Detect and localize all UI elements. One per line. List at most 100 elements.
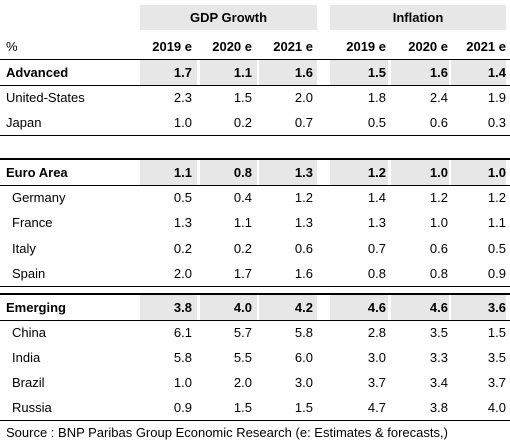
row-label: Advanced (6, 65, 69, 80)
table-cell: 0.9 (173, 400, 192, 415)
table-cell: 2.3 (173, 90, 192, 105)
table-row: United-States 2.3 1.5 2.0 1.8 2.4 1.9 (0, 85, 510, 110)
table-cell: 5.8 (173, 350, 192, 365)
table-cell: 0.7 (367, 241, 386, 256)
table-cell: 1.8 (367, 90, 386, 105)
table-cell: 6.0 (294, 350, 313, 365)
row-label: Germany (12, 190, 66, 205)
table-cell: 0.3 (487, 115, 506, 130)
table-cell: 3.0 (367, 350, 386, 365)
header-rule (0, 59, 510, 60)
table-cell: 3.8 (173, 300, 192, 315)
table-cell: 2.0 (294, 90, 313, 105)
table-cell: 1.3 (294, 215, 313, 230)
row-label: Brazil (12, 375, 45, 390)
table-cell: 3.5 (429, 325, 448, 340)
row-label: Emerging (6, 300, 66, 315)
table-cell: 3.5 (487, 350, 506, 365)
table-cell: 5.5 (233, 350, 252, 365)
table-cell: 0.5 (173, 190, 192, 205)
table-row-emerging: Emerging 3.8 4.0 4.2 4.6 4.6 3.6 (0, 295, 510, 320)
table-cell: 1.0 (429, 165, 448, 180)
row-label: Italy (12, 241, 36, 256)
table-cell: 4.7 (367, 400, 386, 415)
table-bottom-rule (0, 420, 510, 421)
table-cell: 1.5 (367, 65, 386, 80)
year-header: 2019 e (346, 39, 386, 54)
table-cell: 1.9 (487, 90, 506, 105)
table-cell: 1.0 (173, 375, 192, 390)
table-cell: 0.5 (487, 241, 506, 256)
table-cell: 0.2 (233, 241, 252, 256)
table-cell: 1.2 (294, 190, 313, 205)
table-row: India 5.8 5.5 6.0 3.0 3.3 3.5 (0, 345, 510, 370)
table-cell: 6.1 (173, 325, 192, 340)
table-cell: 3.7 (367, 375, 386, 390)
table-cell: 1.5 (233, 90, 252, 105)
table-cell: 1.4 (367, 190, 386, 205)
row-rule (0, 135, 510, 136)
table-row-euro-area: Euro Area 1.1 0.8 1.3 1.2 1.0 1.0 (0, 160, 510, 185)
table-cell: 1.5 (487, 325, 506, 340)
table-row: Spain 2.0 1.7 1.6 0.8 0.8 0.9 (0, 261, 510, 286)
table-cell: 0.8 (367, 266, 386, 281)
table-cell: 3.0 (294, 375, 313, 390)
table-cell: 4.2 (294, 300, 313, 315)
table-cell: 2.8 (367, 325, 386, 340)
table-cell: 2.4 (429, 90, 448, 105)
table-cell: 1.5 (233, 400, 252, 415)
year-header: 2020 e (212, 39, 252, 54)
table-cell: 1.7 (233, 266, 252, 281)
group-rule (0, 293, 510, 295)
table-cell: 0.2 (173, 241, 192, 256)
table-row: Japan 1.0 0.2 0.7 0.5 0.6 0.3 (0, 110, 510, 135)
table-row-advanced: Advanced 1.7 1.1 1.6 1.5 1.6 1.4 (0, 60, 510, 85)
year-header-row: % 2019 e 2020 e 2021 e 2019 e 2020 e 202… (0, 34, 510, 59)
table-row: France 1.3 1.1 1.3 1.3 1.0 1.1 (0, 210, 510, 235)
table-cell: 1.1 (487, 215, 506, 230)
table-cell: 1.6 (429, 65, 448, 80)
group-rule (0, 158, 510, 160)
table-cell: 1.0 (429, 215, 448, 230)
table-cell: 0.4 (233, 190, 252, 205)
source-note: Source : BNP Paribas Group Economic Rese… (6, 425, 448, 440)
table-cell: 3.7 (487, 375, 506, 390)
table-cell: 0.8 (429, 266, 448, 281)
inflation-header: Inflation (330, 5, 506, 30)
table-row: Germany 0.5 0.4 1.2 1.4 1.2 1.2 (0, 185, 510, 210)
table-cell: 4.6 (429, 300, 448, 315)
row-label: France (12, 215, 53, 230)
table-cell: 1.3 (294, 165, 313, 180)
table-cell: 1.1 (233, 65, 252, 80)
table-cell: 1.3 (367, 215, 386, 230)
table-cell: 1.0 (173, 115, 192, 130)
table-cell: 1.2 (487, 190, 506, 205)
table-cell: 2.0 (173, 266, 192, 281)
table-row: China 6.1 5.7 5.8 2.8 3.5 1.5 (0, 320, 510, 345)
table-cell: 0.2 (233, 115, 252, 130)
table-cell: 1.7 (173, 65, 192, 80)
table-row: Russia 0.9 1.5 1.5 4.7 3.8 4.0 (0, 395, 510, 420)
table-cell: 3.3 (429, 350, 448, 365)
table-cell: 3.6 (487, 300, 506, 315)
year-header: 2021 e (273, 39, 313, 54)
table-row: Brazil 1.0 2.0 3.0 3.7 3.4 3.7 (0, 370, 510, 395)
table-cell: 0.6 (429, 115, 448, 130)
table-cell: 1.0 (487, 165, 506, 180)
table-cell: 1.4 (487, 65, 506, 80)
row-rule (0, 320, 510, 321)
year-header: 2020 e (408, 39, 448, 54)
table-cell: 5.8 (294, 325, 313, 340)
table-cell: 3.4 (429, 375, 448, 390)
row-label: Russia (12, 400, 52, 415)
table-cell: 1.5 (294, 400, 313, 415)
table-cell: 5.7 (233, 325, 252, 340)
table-cell: 3.8 (429, 400, 448, 415)
table-cell: 1.1 (233, 215, 252, 230)
row-rule (0, 85, 510, 86)
row-label: China (12, 325, 46, 340)
year-header: 2021 e (466, 39, 506, 54)
table-cell: 1.6 (294, 65, 313, 80)
unit-label: % (6, 39, 18, 54)
